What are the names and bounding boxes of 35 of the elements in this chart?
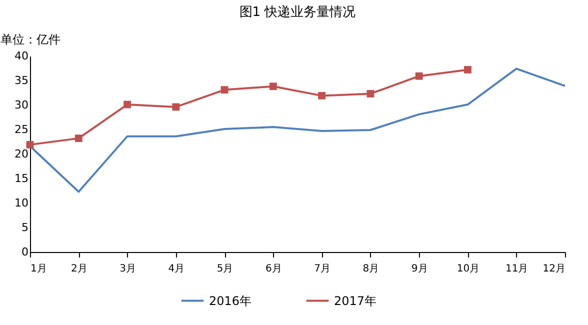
x-tick-label: 9月	[411, 264, 428, 274]
x-tick-label: 3月	[120, 264, 136, 274]
x-tick-label: 7月	[314, 264, 331, 274]
point	[366, 90, 374, 98]
point	[172, 103, 180, 111]
y-tick-label: 15	[14, 172, 28, 185]
legend-label: 2017年	[334, 294, 377, 308]
x-tick-label: 6月	[265, 264, 282, 274]
point	[124, 100, 131, 108]
chart-title: 图1 快递业务量情况	[239, 5, 356, 20]
point	[464, 66, 472, 74]
y-tick-label: 40	[14, 50, 28, 62]
y-tick-label: 0	[22, 246, 28, 258]
x-tick-label: 4月	[168, 264, 185, 274]
point	[26, 140, 34, 148]
y-tick-label: 25	[14, 123, 28, 136]
x-tick-label: 5月	[216, 264, 234, 274]
point	[415, 72, 423, 80]
x-tick-label: 10月	[456, 264, 480, 274]
y-axis-title: 单位：亿件	[0, 32, 60, 46]
point	[318, 92, 326, 100]
x-tick-label: 8月	[362, 264, 380, 274]
point	[269, 82, 277, 90]
y-tick-label: 20	[14, 148, 28, 160]
y-tick-label: 35	[14, 74, 28, 87]
point	[74, 134, 82, 142]
y-tick-label: 10	[14, 196, 28, 210]
x-tick-label: 1月	[30, 264, 47, 274]
x-tick-label: 2月	[70, 264, 88, 274]
x-tick-label: 12月	[542, 264, 566, 274]
x-tick-label: 11月	[505, 264, 528, 274]
point	[220, 86, 228, 94]
y-tick-label: 30	[14, 98, 28, 112]
y-tick-label: 5	[22, 221, 28, 234]
legend-label: 2016年	[209, 294, 252, 308]
